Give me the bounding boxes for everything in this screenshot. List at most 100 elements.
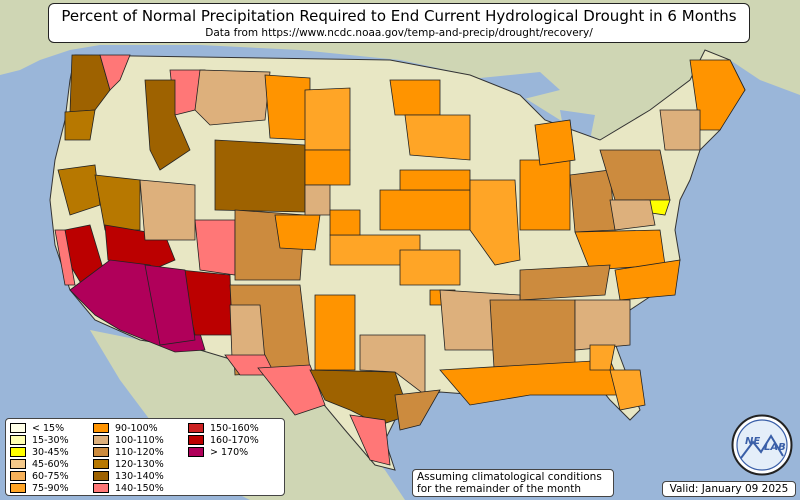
legend-swatch [93,435,109,445]
region-tennessee [519,264,611,301]
region-kansas-orange [329,209,361,236]
region-panhandle [314,294,356,371]
legend-item: < 15% [10,422,69,434]
region-gulf-coast [439,359,626,406]
legend-swatch [10,435,26,445]
region-pa [609,199,656,231]
region-utah [139,179,196,241]
region-ok [379,189,471,231]
region-nebraska [304,149,351,186]
map-subtitle: Data from https://www.ncdc.noaa.gov/temp… [205,27,593,39]
legend-swatch [188,435,204,445]
legend-swatch [93,447,109,457]
note-line-2: for the remainder of the month [417,483,582,495]
legend-label: 120-130% [115,458,164,470]
region-east-tx [359,334,426,396]
drought-regions [54,54,746,466]
region-georgia [574,299,631,351]
assumption-note: Assuming climatological conditions for t… [412,469,614,497]
title-box: Percent of Normal Precipitation Required… [48,3,750,43]
legend-swatch [10,471,26,481]
legend-item: 120-130% [93,458,164,470]
region-wa-pink [99,54,131,91]
region-montana [194,69,271,126]
region-colorado-orange [274,214,321,251]
region-ne-tan2 [659,109,701,151]
legend-item: 110-120% [93,446,164,458]
legend-label: 140-150% [115,482,164,494]
map-title: Percent of Normal Precipitation Required… [61,7,737,25]
region-idaho [144,79,191,171]
region-wyoming [214,139,306,213]
legend-item: 15-30% [10,434,69,446]
legend-label: 45-60% [32,458,69,470]
valid-date: Valid: January 09 2025 [662,481,796,497]
legend-swatch [188,423,204,433]
legend-swatch [93,483,109,493]
region-michigan [534,119,576,166]
legend-swatch [93,423,109,433]
region-indiana [519,159,571,231]
legend-item: 150-160% [188,422,259,434]
region-gulf-tx [394,389,441,431]
legend-column-1: < 15% 15-30% 30-45% 45-60% 60-75% 75-90% [10,422,69,494]
legend-label: 110-120% [115,446,164,458]
region-ok-tan [399,249,461,286]
legend-label: 75-90% [32,482,69,494]
logo-text-right: LAB [764,442,786,453]
legend-label: 150-160% [210,422,259,434]
legend-item: 45-60% [10,458,69,470]
region-sd [304,87,351,151]
region-nc [614,259,681,301]
region-oregon [64,109,96,141]
region-utah-pink [194,219,236,276]
legend-label: 90-100% [115,422,158,434]
legend-label: < 15% [32,422,65,434]
region-nm-tan [229,304,266,361]
legend-label: 160-170% [210,434,259,446]
legend-item: 130-140% [93,470,164,482]
region-west-tx [257,364,326,416]
region-north-dakota [264,74,311,141]
legend-label: 100-110% [115,434,164,446]
region-wi [404,114,471,161]
nexlab-logo: NE LAB [731,414,793,476]
legend-item: 75-90% [10,482,69,494]
region-california-coast [54,229,76,286]
region-ne-tan [304,184,331,216]
legend-swatch [188,447,204,457]
legend-item: 90-100% [93,422,164,434]
mexico-land [90,330,405,500]
region-pacific-nw [69,54,111,113]
region-california-north [57,164,101,216]
legend: < 15% 15-30% 30-45% 45-60% 60-75% 75-90% 90-1… [5,418,285,496]
legend-label: 15-30% [32,434,69,446]
legend-label: 60-75% [32,470,69,482]
logo-text-left: NE [745,436,760,447]
legend-swatch [93,471,109,481]
legend-item: 100-110% [93,434,164,446]
legend-swatch [10,423,26,433]
legend-item: 140-150% [93,482,164,494]
region-nevada [94,174,141,231]
region-ohio [569,169,616,233]
legend-item: 30-45% [10,446,69,458]
legend-swatch [10,447,26,457]
legend-label: 130-140% [115,470,164,482]
legend-column-3: 150-160% 160-170% > 170% [188,422,259,458]
legend-swatch [10,459,26,469]
region-illinois [469,179,521,266]
note-line-1: Assuming climatological conditions [417,471,602,483]
region-south-tx-pink [349,414,391,466]
legend-item: 60-75% [10,470,69,482]
region-az-east [144,264,196,346]
legend-label: > 170% [210,446,249,458]
region-iowa [399,169,471,191]
legend-label: 30-45% [32,446,69,458]
region-fl [609,369,646,411]
legend-column-2: 90-100% 100-110% 110-120% 120-130% 130-140% 1… [93,422,164,494]
legend-swatch [93,459,109,469]
legend-swatch [10,483,26,493]
legend-item: > 170% [188,446,259,458]
